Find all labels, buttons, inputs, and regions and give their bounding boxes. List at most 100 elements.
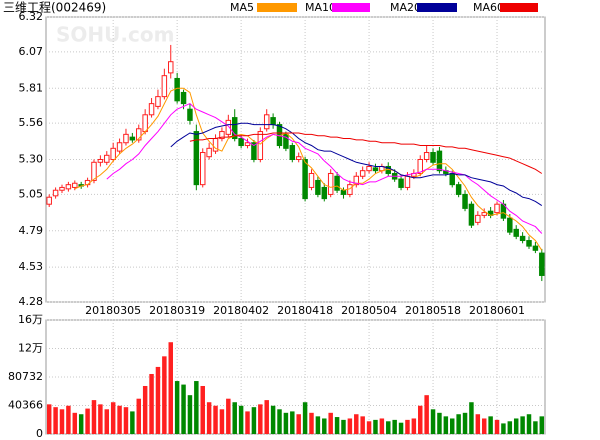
candle-body <box>136 128 142 141</box>
volume-bar <box>513 418 519 434</box>
candle-body <box>475 214 481 223</box>
volume-bar <box>526 414 532 434</box>
candle-body <box>72 182 78 188</box>
volume-bar <box>398 422 404 434</box>
volume-bar <box>354 414 359 434</box>
candle-body <box>507 217 513 233</box>
candle-body <box>539 252 545 276</box>
volume-bar <box>213 405 218 434</box>
volume-bar <box>481 418 487 434</box>
volume-bar <box>309 412 314 434</box>
x-tick-label: 20180418 <box>277 304 333 317</box>
volume-bar <box>53 407 58 434</box>
volume-bar <box>315 416 321 434</box>
volume-tick-label: 0 <box>36 427 43 440</box>
volume-bar <box>219 409 225 434</box>
volume-bar <box>494 419 500 434</box>
candle-body <box>468 203 475 226</box>
volume-bar <box>507 421 513 434</box>
legend-label: MA10 <box>305 1 336 14</box>
volume-bar <box>328 412 333 434</box>
volume-bar <box>501 423 506 434</box>
volume-bar <box>283 412 289 434</box>
volume-bar <box>405 419 410 434</box>
volume-bar <box>117 405 122 434</box>
candle-body <box>97 159 104 163</box>
volume-bar <box>334 417 340 434</box>
volume-bar <box>149 373 154 434</box>
volume-bar <box>142 385 148 434</box>
volume-bar <box>347 418 353 434</box>
candle-body <box>302 159 308 200</box>
volume-bar <box>296 414 301 434</box>
volume-bar <box>206 402 212 434</box>
volume-tick-label: 40366 <box>8 399 43 412</box>
volume-bar <box>258 404 263 434</box>
ma-line <box>189 132 543 174</box>
volume-bar <box>360 416 365 434</box>
y-tick-label: 4.79 <box>19 224 44 237</box>
volume-bar <box>78 414 84 434</box>
candle-body <box>366 165 372 172</box>
volume-bar <box>200 385 205 434</box>
x-tick-label: 20180305 <box>85 304 141 317</box>
candle-body <box>513 228 519 237</box>
volume-tick-label: 80732 <box>8 370 43 383</box>
x-tick-label: 20180518 <box>405 304 461 317</box>
volume-bar <box>379 418 385 434</box>
volume-bar <box>85 408 90 434</box>
volume-bar <box>46 404 52 434</box>
legend-swatch <box>417 3 457 12</box>
candle-body <box>417 159 423 174</box>
y-tick-label: 5.30 <box>19 153 44 166</box>
y-tick-label: 4.53 <box>19 260 44 273</box>
volume-bar <box>277 409 282 434</box>
candle-body <box>340 189 347 195</box>
volume-bar <box>91 400 97 434</box>
x-tick-label: 20180504 <box>341 304 397 317</box>
candle-body <box>155 96 161 107</box>
volume-bar <box>136 398 142 434</box>
candle-body <box>116 142 123 152</box>
volume-bar <box>72 412 78 434</box>
candle-body <box>295 156 302 161</box>
candle-body <box>270 117 276 126</box>
candle-body <box>372 167 379 172</box>
candle-body <box>59 186 65 191</box>
volume-bar <box>411 418 417 434</box>
volume-bar <box>232 402 237 434</box>
candle-body <box>174 77 180 102</box>
candle-body <box>199 152 206 186</box>
legend-label: MA60 <box>473 1 504 14</box>
volume-bar <box>418 405 423 434</box>
candle-body <box>129 136 136 141</box>
candle-body <box>206 147 212 158</box>
watermark: SOHU.com <box>56 23 174 47</box>
volume-bar <box>449 418 455 434</box>
candle-body <box>430 152 436 163</box>
volume-bar <box>392 419 397 434</box>
volume-bar <box>437 412 442 434</box>
candle-body <box>52 189 59 197</box>
candle-body <box>315 179 321 195</box>
volume-bar <box>162 356 167 434</box>
y-tick-label: 6.07 <box>19 45 44 58</box>
candle-body <box>148 103 155 116</box>
ma-line <box>170 122 543 207</box>
candle-body <box>251 142 257 160</box>
candle-body <box>238 138 244 147</box>
y-tick-label: 5.81 <box>19 81 44 94</box>
volume-bar <box>66 405 71 434</box>
candle-body <box>436 150 443 172</box>
y-tick-label: 5.56 <box>19 116 44 129</box>
legend-label: MA5 <box>230 1 254 14</box>
volume-bar <box>155 366 161 434</box>
volume-bar <box>386 421 391 434</box>
volume-tick-label: 16万 <box>18 313 43 326</box>
candle-body <box>244 142 251 147</box>
volume-bar <box>264 400 269 434</box>
candle-body <box>398 178 404 188</box>
legend-swatch <box>257 3 297 12</box>
volume-bar <box>430 409 436 434</box>
